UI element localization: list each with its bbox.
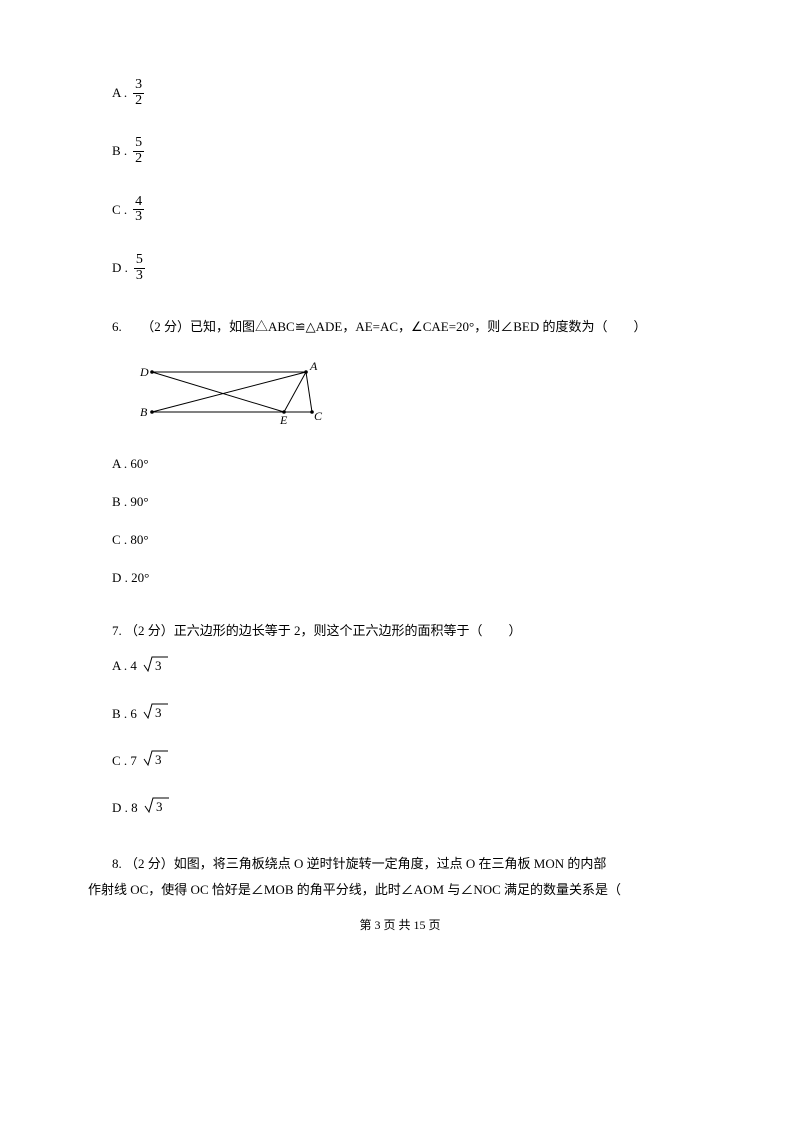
svg-text:3: 3 [155,705,162,720]
question-8: 8. （2 分）如图，将三角板绕点 O 逆时针旋转一定角度，过点 O 在三角板 … [112,855,722,873]
q6-option-a: A . 60° [112,455,722,473]
q7-text: 7. （2 分）正六边形的边长等于 2，则这个正六边形的面积等于（ ） [112,623,522,638]
question-7: 7. （2 分）正六边形的边长等于 2，则这个正六边形的面积等于（ ） [112,622,722,640]
q6-text: 6. （2 分）已知，如图△ABC≌△ADE，AE=AC，∠CAE=20°，则∠… [112,319,647,334]
option-b-label: B . [112,142,127,160]
fraction-d: 5 3 [134,253,145,283]
sqrt-icon: 3 [143,654,169,679]
option-d-label: D . [112,259,128,277]
option-a: A . 3 2 [112,78,722,108]
page-footer: 第 3 页 共 15 页 [78,917,722,934]
fraction-b: 5 2 [133,136,144,166]
fraction-c: 4 3 [133,195,144,225]
q8-cont: 作射线 OC，使得 OC 恰好是∠MOB 的角平分线，此时∠AOM 与∠NOC … [88,881,722,899]
q7-option-d: D . 8 3 [112,795,722,820]
sqrt-icon: 3 [143,748,169,773]
q7-d-label: D . 8 [112,799,138,817]
svg-text:A: A [309,359,318,373]
svg-text:D: D [139,365,149,379]
option-d: D . 5 3 [112,253,722,283]
q7-c-label: C . 7 [112,752,137,770]
q6-option-c: C . 80° [112,531,722,549]
q7-option-a: A . 4 3 [112,654,722,679]
q6-option-b: B . 90° [112,493,722,511]
q8-line1: 8. （2 分）如图，将三角板绕点 O 逆时针旋转一定角度，过点 O 在三角板 … [112,856,606,871]
q6-diagram: D A B E C [134,358,722,441]
svg-text:3: 3 [156,799,163,814]
option-c: C . 4 3 [112,195,722,225]
question-6: 6. （2 分）已知，如图△ABC≌△ADE，AE=AC，∠CAE=20°，则∠… [112,318,722,336]
sqrt-icon: 3 [144,795,170,820]
fraction-a: 3 2 [133,78,144,108]
option-b: B . 5 2 [112,136,722,166]
svg-text:C: C [314,409,323,423]
option-c-label: C . [112,201,127,219]
svg-text:3: 3 [155,658,162,673]
svg-text:B: B [140,405,148,419]
sqrt-icon: 3 [143,701,169,726]
option-a-label: A . [112,84,127,102]
q7-a-label: A . 4 [112,657,137,675]
q7-option-c: C . 7 3 [112,748,722,773]
svg-text:E: E [279,413,288,427]
q7-option-b: B . 6 3 [112,701,722,726]
q8-line2: 作射线 OC，使得 OC 恰好是∠MOB 的角平分线，此时∠AOM 与∠NOC … [88,882,647,897]
svg-text:3: 3 [155,752,162,767]
q6-option-d: D . 20° [112,569,722,587]
q7-b-label: B . 6 [112,705,137,723]
